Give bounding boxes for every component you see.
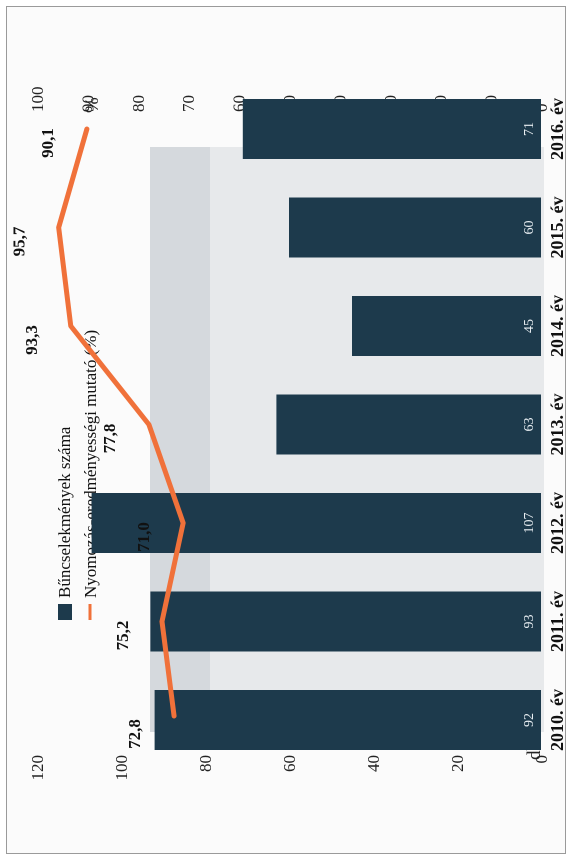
bar-value-label: 93 <box>522 615 537 629</box>
y-right-tick-label: 0 <box>532 104 551 113</box>
y-right-tick-label: 100 <box>28 87 47 113</box>
y-left-tick-label: 60 <box>280 755 299 772</box>
bar-value-label: 63 <box>522 418 537 432</box>
bar-value-label: 71 <box>522 122 537 136</box>
y-right-tick-label: 80 <box>129 95 148 112</box>
y-left-tick-label: 40 <box>364 755 383 772</box>
x-category-label: 2014. év <box>547 295 567 357</box>
y-right-tick-label: 70 <box>179 95 198 112</box>
y-left-tick-label: 80 <box>196 755 215 772</box>
bar <box>154 690 541 750</box>
line-value-label: 72,8 <box>125 719 144 749</box>
y-left-tick-label: 0 <box>532 755 551 764</box>
bar-value-label: 45 <box>522 319 537 333</box>
bar <box>242 99 542 159</box>
x-category-label: 2015. év <box>547 197 567 259</box>
line-value-label: 93,3 <box>22 325 41 355</box>
bar-value-label: 92 <box>522 713 537 727</box>
y-right-unit-label: % <box>82 97 103 113</box>
line-value-label: 90,1 <box>38 128 57 158</box>
x-axis-category-labels: 2010. év 2011. év 2012. év 2013. év 2014. év… <box>547 98 567 751</box>
line-series <box>56 126 186 719</box>
backdrop-roof <box>150 147 210 732</box>
bar <box>150 591 541 652</box>
bar <box>276 394 541 455</box>
x-category-label: 2010. év <box>547 689 567 751</box>
y-left-tick-label: 20 <box>448 755 467 772</box>
line-value-label: 95,7 <box>10 226 29 256</box>
legend-swatch-bars <box>58 604 72 620</box>
line-value-label: 75,2 <box>113 621 132 651</box>
bar <box>289 197 541 258</box>
bar-series <box>91 99 542 750</box>
x-category-label: 2012. év <box>547 492 567 554</box>
bar-value-label: 107 <box>522 513 537 534</box>
bar-value-label: 60 <box>522 221 537 235</box>
x-category-label: 2013. év <box>547 394 567 456</box>
y-left-tick-label: 120 <box>28 755 47 781</box>
legend-label-line: Nyomozás-eredményességi mutató (%) <box>81 330 100 598</box>
y-left-tick-label: 100 <box>112 755 131 781</box>
y-left-axis: 0 20 40 60 80 100 120 <box>28 755 551 781</box>
x-category-label: 2016. év <box>547 98 567 160</box>
x-category-label: 2011. év <box>547 591 567 652</box>
bar-value-labels: 92 93 107 63 45 60 71 <box>522 122 537 727</box>
bar <box>352 296 541 356</box>
bar <box>91 493 541 553</box>
line-value-label: 77,8 <box>100 424 119 454</box>
y-right-tick-label: 90 <box>78 95 97 112</box>
chart-legend: Bűncselekmények száma Nyomozás-eredménye… <box>55 330 100 620</box>
line-value-labels: 72,8 75,2 71,0 77,8 93,3 95,7 90,1 <box>10 128 153 749</box>
legend-label-bars: Bűncselekmények száma <box>55 426 74 598</box>
line-value-label: 71,0 <box>134 522 153 552</box>
